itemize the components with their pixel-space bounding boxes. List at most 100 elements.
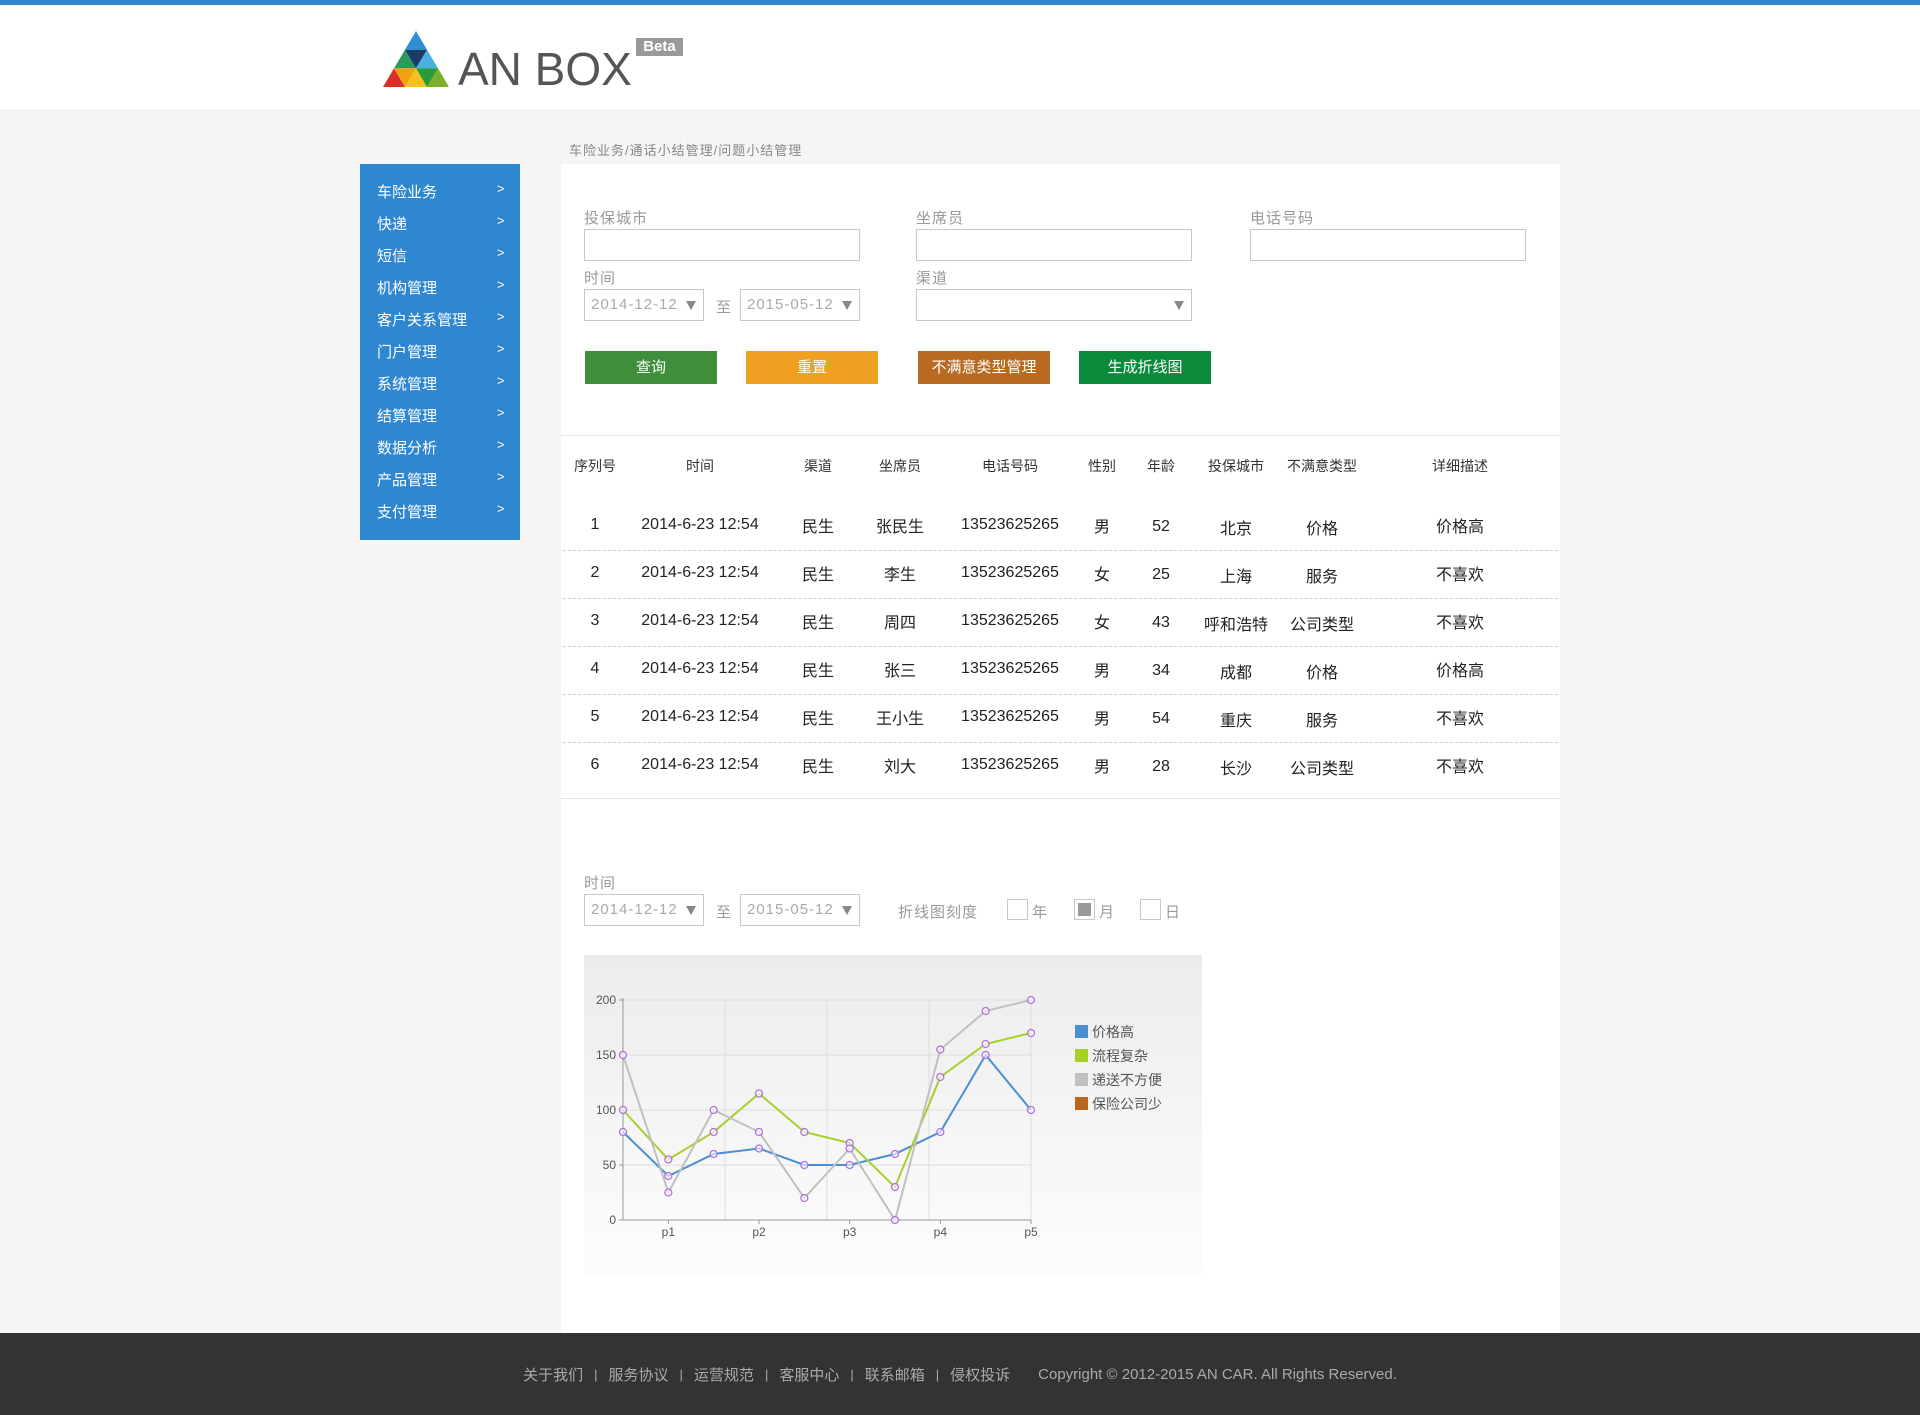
legend-label: 价格高	[1092, 1024, 1134, 1040]
table-cell: 王小生	[875, 711, 925, 728]
date-select[interactable]: 2015-05-12	[740, 894, 860, 926]
table-cell: 54	[1152, 710, 1170, 727]
table-cell: 价格高	[1435, 519, 1485, 536]
data-point	[709, 1127, 718, 1137]
sidebar-label: 门户管理	[377, 344, 438, 361]
footer-separator: |	[935, 1366, 940, 1382]
sidebar-item[interactable]: 短信 >	[360, 243, 520, 267]
date-value: 2015-05-12	[747, 901, 834, 918]
table-cell: 民生	[801, 567, 835, 584]
footer-link[interactable]: 运营规范	[693, 1366, 754, 1384]
footer-link[interactable]: 客服中心	[779, 1366, 840, 1384]
sidebar-item[interactable]: 快递 >	[360, 211, 520, 235]
footer-link[interactable]: 关于我们	[523, 1366, 584, 1384]
scale-label: 折线图刻度	[898, 904, 979, 921]
field-label: 投保城市	[584, 210, 649, 227]
table-cell: 2014-6-23 12:54	[641, 516, 759, 533]
table-cell: 周四	[883, 615, 917, 632]
table-header: 性别	[1088, 458, 1116, 474]
data-point	[890, 1215, 900, 1225]
phone-input[interactable]	[1250, 229, 1526, 261]
copyright: Copyright © 2012-2015 AN CAR. All Rights…	[1038, 1365, 1397, 1383]
sidebar-item[interactable]: 支付管理 >	[360, 499, 520, 523]
channel-select[interactable]	[916, 289, 1192, 321]
table-cell: 服务	[1305, 713, 1339, 730]
button[interactable]: 查询	[585, 351, 717, 384]
table-cell: 成都	[1219, 665, 1253, 682]
table-cell: 不喜欢	[1435, 615, 1485, 632]
data-point	[845, 1160, 854, 1170]
footer-link[interactable]: 服务协议	[608, 1366, 669, 1384]
footer-separator: |	[764, 1366, 769, 1382]
sidebar-item[interactable]: 产品管理 >	[360, 467, 520, 491]
data-point	[618, 1105, 628, 1115]
divider	[561, 435, 1560, 436]
agent-input[interactable]	[916, 229, 1192, 261]
table-cell: 2014-6-23 12:54	[641, 564, 759, 581]
checkbox[interactable]	[1007, 899, 1028, 920]
table-cell: 2014-6-23 12:54	[641, 612, 759, 629]
data-point	[890, 1149, 900, 1159]
data-point	[981, 1039, 990, 1049]
sidebar-item[interactable]: 车险业务 >	[360, 179, 520, 203]
range-separator: 至	[716, 904, 733, 921]
sidebar-arrow: >	[497, 501, 505, 516]
footer-separator: |	[594, 1366, 598, 1382]
date-select[interactable]: 2015-05-12	[740, 289, 860, 321]
sidebar-item[interactable]: 数据分析 >	[360, 435, 520, 459]
legend-label: 递送不方便	[1092, 1072, 1162, 1088]
data-point	[890, 1182, 900, 1192]
table-header: 年龄	[1147, 458, 1175, 474]
table-cell: 不喜欢	[1435, 711, 1485, 728]
data-point	[754, 1089, 764, 1098]
table-cell: 13523625265	[961, 564, 1059, 581]
table-header: 不满意类型	[1287, 458, 1357, 474]
date-value: 2014-12-12	[591, 296, 678, 313]
data-point	[981, 1050, 990, 1060]
date-select[interactable]: 2014-12-12	[584, 894, 704, 926]
table-cell: 公司类型	[1289, 617, 1355, 634]
checkbox[interactable]	[1140, 899, 1161, 920]
sidebar-item[interactable]: 客户关系管理 >	[360, 307, 520, 331]
table-cell: 上海	[1219, 569, 1253, 586]
sidebar-item[interactable]: 系统管理 >	[360, 371, 520, 395]
table-cell: 不喜欢	[1435, 759, 1485, 776]
field-label: 渠道	[916, 270, 949, 287]
button[interactable]: 生成折线图	[1079, 351, 1211, 384]
table-cell: 张民生	[875, 519, 925, 536]
sidebar-arrow: >	[497, 181, 505, 196]
table-cell: 13523625265	[961, 660, 1059, 677]
sidebar-arrow: >	[497, 469, 505, 484]
table-cell: 男	[1093, 759, 1111, 776]
data-point	[1026, 1105, 1036, 1115]
table-cell: 服务	[1305, 569, 1339, 586]
sidebar: 车险业务 > 快递 > 短信 > 机构管理 > 客户关系管理 > 门户管理 > 系统管理 > 结算管理 > 数据…	[360, 164, 520, 540]
table-cell: 25	[1152, 566, 1170, 583]
city-input[interactable]	[584, 229, 860, 261]
sidebar-item[interactable]: 机构管理 >	[360, 275, 520, 299]
legend-swatch	[1075, 1025, 1088, 1038]
sidebar-label: 结算管理	[377, 408, 438, 425]
legend-swatch	[1075, 1073, 1088, 1086]
sidebar-item[interactable]: 结算管理 >	[360, 403, 520, 427]
x-tick-label: p4	[934, 1225, 948, 1239]
sidebar-item[interactable]: 门户管理 >	[360, 339, 520, 363]
dropdown-arrow	[686, 906, 696, 915]
footer-link[interactable]: 联系邮箱	[864, 1366, 925, 1384]
sidebar-label: 机构管理	[377, 280, 438, 297]
data-point	[936, 1045, 945, 1054]
button[interactable]: 不满意类型管理	[918, 351, 1050, 384]
table-header: 电话号码	[982, 458, 1038, 474]
y-tick-label: 100	[596, 1103, 616, 1117]
table-cell: 1	[590, 516, 600, 533]
table-header: 渠道	[804, 458, 832, 474]
row-separator	[563, 598, 1558, 599]
data-point	[1026, 995, 1036, 1005]
footer-link[interactable]: 侵权投诉	[950, 1366, 1011, 1384]
sidebar-label: 产品管理	[377, 472, 438, 489]
checkbox[interactable]	[1074, 899, 1095, 920]
button[interactable]: 重置	[746, 351, 878, 384]
table-cell: 3	[590, 612, 600, 629]
date-select[interactable]: 2014-12-12	[584, 289, 704, 321]
dropdown-arrow	[686, 301, 696, 310]
